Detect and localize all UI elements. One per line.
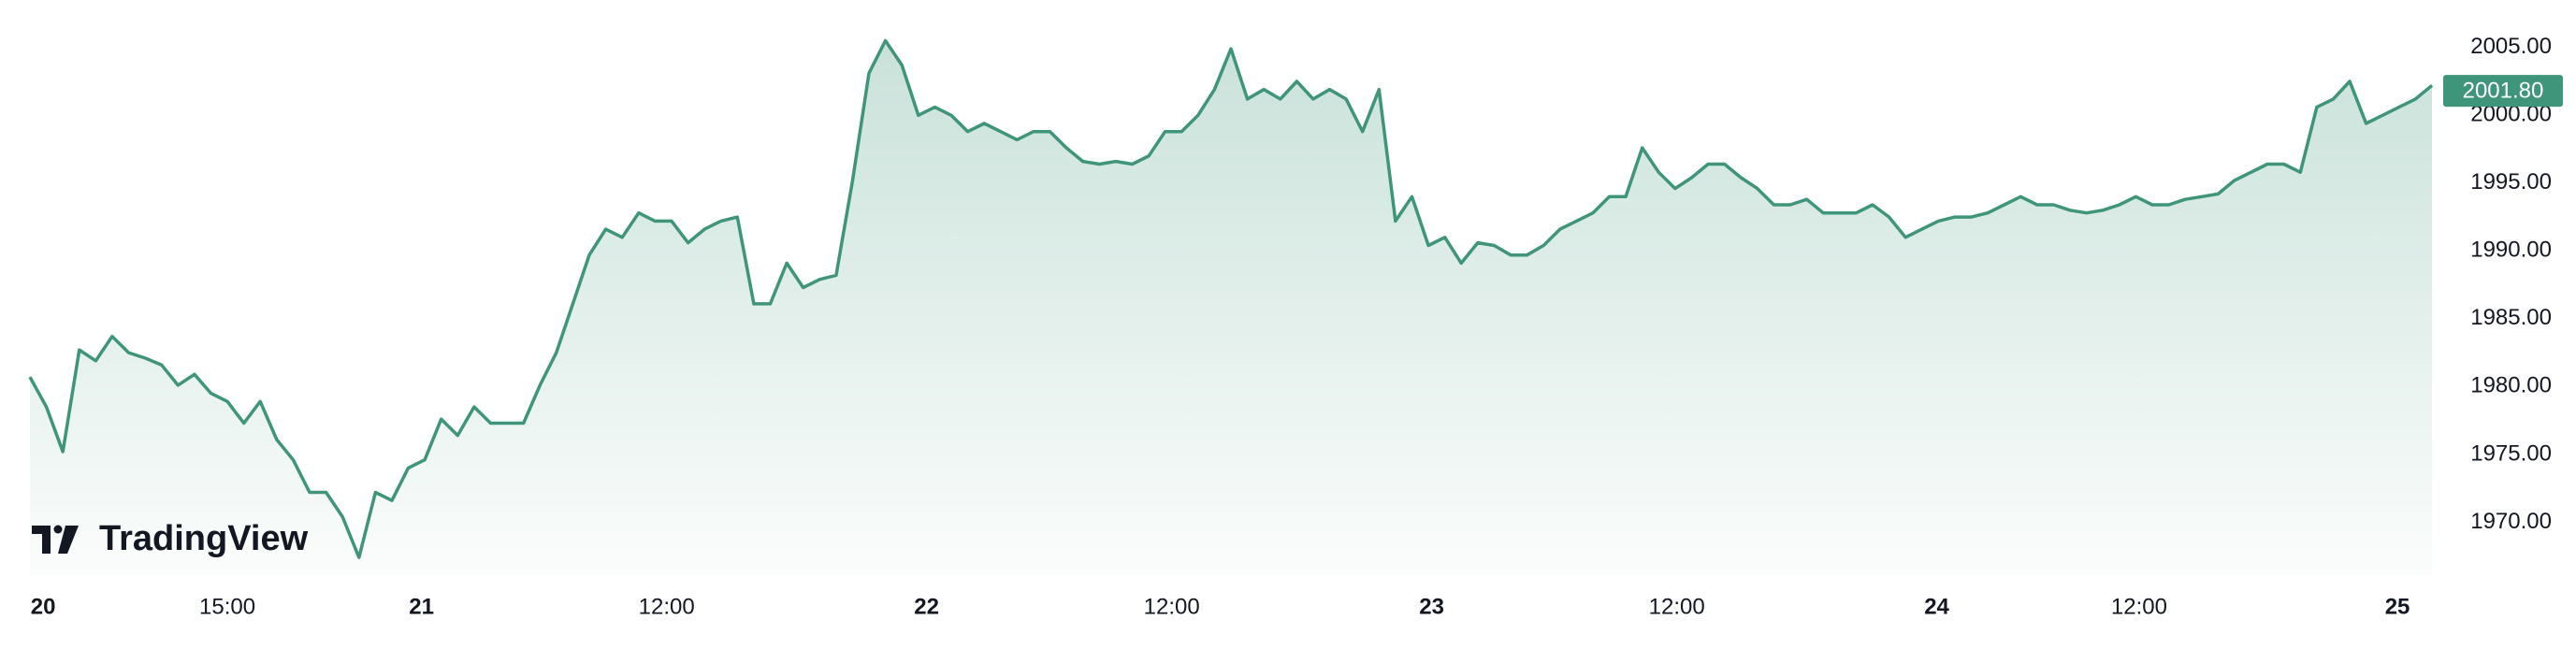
x-tick-label: 21 xyxy=(409,594,434,619)
y-tick-label: 1975.00 xyxy=(2470,440,2552,466)
x-tick-label: 12:00 xyxy=(1144,594,1200,619)
y-tick-label: 1980.00 xyxy=(2470,373,2552,398)
x-tick-label: 22 xyxy=(914,594,939,619)
x-tick-label: 15:00 xyxy=(199,594,255,619)
logo-icon xyxy=(32,526,51,554)
x-tick-label: 20 xyxy=(31,594,56,619)
y-tick-label: 2005.00 xyxy=(2470,34,2552,59)
x-tick-label: 12:00 xyxy=(2111,594,2167,619)
last-price-tag xyxy=(2443,75,2563,108)
price-line xyxy=(28,38,2434,559)
logo-icon xyxy=(53,525,63,534)
y-tick-label: 1985.00 xyxy=(2470,305,2552,330)
area-fill xyxy=(30,40,2432,575)
logo-icon xyxy=(58,526,79,554)
x-tick-label: 12:00 xyxy=(639,594,695,619)
y-tick-label: 1970.00 xyxy=(2470,509,2552,534)
y-tick-label: 1990.00 xyxy=(2470,238,2552,263)
y-tick-label: 1995.00 xyxy=(2470,169,2552,195)
x-tick-label: 25 xyxy=(2385,594,2410,619)
last-price-label: 2001.80 xyxy=(2463,79,2544,104)
x-tick-label: 12:00 xyxy=(1649,594,1705,619)
logo-text: TradingView xyxy=(99,519,309,558)
x-tick-label: 23 xyxy=(1419,594,1444,619)
x-tick-label: 24 xyxy=(1924,594,1949,619)
logo: TradingView xyxy=(32,519,309,558)
